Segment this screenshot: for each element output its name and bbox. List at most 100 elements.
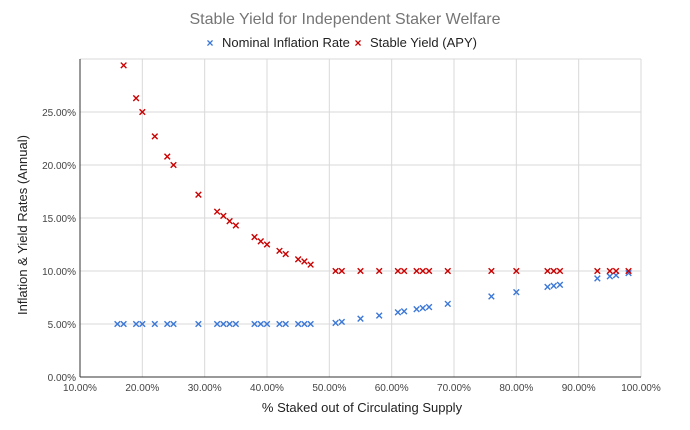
x-tick-label: 40.00% (250, 383, 284, 394)
data-point (425, 267, 433, 275)
series-nominal-inflation (114, 269, 632, 328)
data-point (444, 267, 452, 275)
data-point (413, 305, 420, 313)
y-axis-label: Inflation & Yield Rates (Annual) (15, 135, 30, 315)
data-point (170, 161, 177, 169)
x-tick-labels: 10.00% 20.00% 30.00% 40.00% 50.00% 60.00% 70.0… (63, 383, 661, 394)
data-point (394, 267, 402, 275)
data-point (594, 267, 601, 275)
data-point (594, 275, 601, 282)
data-point (132, 320, 140, 328)
data-point (139, 320, 146, 328)
data-point (120, 320, 127, 328)
data-point (513, 267, 520, 275)
data-point (307, 261, 314, 268)
data-point (612, 267, 620, 275)
legend-label-stable-yield: Stable Yield (APY) (370, 35, 477, 50)
data-point (400, 307, 408, 315)
data-point (556, 281, 564, 289)
x-tick-label: 90.00% (562, 383, 596, 394)
data-point (625, 267, 632, 275)
y-tick-label: 5.00% (48, 320, 76, 331)
data-point (226, 320, 233, 328)
data-point (419, 267, 427, 275)
legend-marker-stable-yield: × (354, 36, 361, 50)
data-point (213, 208, 221, 215)
data-point (170, 320, 177, 328)
data-point (357, 267, 364, 275)
chart-title: Stable Yield for Independent Staker Welf… (189, 11, 500, 28)
legend-marker-nominal-inflation: × (206, 36, 213, 50)
data-point (544, 267, 551, 275)
data-point (301, 258, 308, 265)
legend: × Nominal Inflation Rate × Stable Yield … (206, 35, 476, 50)
data-point (444, 300, 452, 308)
data-point (232, 222, 240, 229)
data-point (213, 320, 221, 328)
data-point (556, 267, 564, 275)
data-point (357, 315, 364, 322)
y-tick-label: 25.00% (42, 108, 76, 119)
data-point (488, 293, 495, 300)
data-point (488, 267, 495, 275)
data-point (139, 108, 146, 116)
data-point (282, 250, 289, 258)
legend-label-nominal-inflation: Nominal Inflation Rate (222, 35, 350, 50)
data-point (163, 320, 171, 328)
data-point (550, 282, 558, 290)
data-point (132, 94, 140, 102)
y-tick-label: 0.00% (48, 373, 76, 384)
data-point (226, 217, 233, 225)
data-point (332, 267, 339, 275)
data-point (294, 256, 302, 263)
data-point (375, 267, 383, 275)
data-point (400, 267, 408, 275)
data-point (151, 320, 159, 328)
legend-item-nominal-inflation[interactable]: × Nominal Inflation Rate (206, 35, 349, 50)
data-point (375, 312, 383, 319)
x-tick-label: 60.00% (375, 383, 409, 394)
data-point (606, 273, 614, 280)
data-point (413, 267, 420, 275)
x-tick-label: 100.00% (621, 383, 661, 394)
data-point (282, 320, 289, 328)
y-tick-label: 20.00% (42, 161, 76, 172)
series-stable-yield (120, 62, 632, 275)
data-point (338, 318, 346, 326)
data-point (625, 269, 632, 277)
data-point (332, 319, 339, 327)
data-point (257, 320, 265, 328)
data-point (606, 267, 614, 275)
data-point (151, 133, 159, 140)
x-tick-label: 20.00% (125, 383, 159, 394)
data-point (550, 267, 558, 275)
x-tick-label: 80.00% (499, 383, 533, 394)
data-point (163, 153, 171, 160)
y-tick-labels: 0.00% 5.00% 10.00% 15.00% 20.00% 25.00% (42, 108, 76, 384)
data-point (394, 309, 402, 316)
x-tick-label: 50.00% (312, 383, 346, 394)
axes (79, 59, 641, 378)
data-point (120, 62, 127, 69)
data-point (307, 320, 314, 328)
data-point (276, 247, 283, 255)
data-point (220, 212, 227, 220)
x-axis-label: % Staked out of Circulating Supply (262, 400, 463, 415)
y-tick-label: 15.00% (42, 214, 76, 225)
y-tick-label: 10.00% (42, 267, 76, 278)
data-point (338, 267, 346, 275)
data-points (114, 62, 632, 328)
data-point (263, 241, 271, 248)
legend-item-stable-yield[interactable]: × Stable Yield (APY) (354, 35, 476, 50)
data-point (276, 320, 283, 328)
data-point (232, 320, 240, 328)
grid (80, 58, 642, 377)
x-tick-label: 10.00% (63, 383, 97, 394)
data-point (544, 283, 551, 291)
data-point (294, 320, 302, 328)
x-tick-label: 70.00% (437, 383, 471, 394)
data-point (301, 320, 308, 328)
